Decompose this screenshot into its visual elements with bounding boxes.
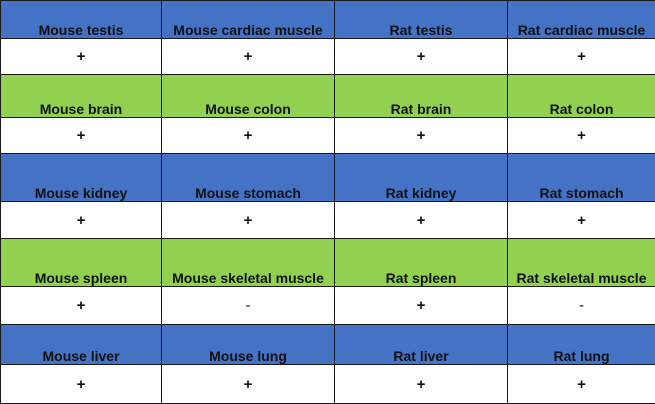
- result-cell: -: [162, 287, 335, 325]
- result-cell: +: [1, 202, 162, 239]
- tissue-name-cell: Mouse spleen: [1, 239, 162, 287]
- tissue-name-cell: Rat spleen: [335, 239, 508, 287]
- result-cell: +: [1, 287, 162, 325]
- result-row: + + + +: [1, 365, 655, 404]
- tissue-name-cell: Mouse stomach: [162, 154, 335, 202]
- tissue-name-cell: Mouse brain: [1, 75, 162, 118]
- result-row: + - + -: [1, 287, 655, 325]
- result-cell: +: [335, 287, 508, 325]
- result-cell: +: [508, 39, 655, 75]
- tissue-name-cell: Mouse liver: [1, 325, 162, 365]
- result-cell: +: [508, 118, 655, 154]
- tissue-name-cell: Mouse testis: [1, 1, 162, 39]
- result-cell: +: [1, 118, 162, 154]
- result-cell: +: [335, 39, 508, 75]
- tissue-name-cell: Mouse skeletal muscle: [162, 239, 335, 287]
- result-cell: +: [335, 202, 508, 239]
- tissue-header-row: Mouse testis Mouse cardiac muscle Rat te…: [1, 1, 655, 39]
- tissue-name-cell: Rat cardiac muscle: [508, 1, 655, 39]
- result-row: + + + +: [1, 118, 655, 154]
- result-cell: +: [1, 39, 162, 75]
- tissue-name-cell: Rat stomach: [508, 154, 655, 202]
- tissue-name-cell: Rat skeletal muscle: [508, 239, 655, 287]
- result-cell: +: [1, 365, 162, 404]
- tissue-name-cell: Rat lung: [508, 325, 655, 365]
- tissue-header-row: Mouse liver Mouse lung Rat liver Rat lun…: [1, 325, 655, 365]
- result-cell: -: [508, 287, 655, 325]
- result-cell: +: [335, 118, 508, 154]
- result-cell: +: [335, 365, 508, 404]
- tissue-name-cell: Rat brain: [335, 75, 508, 118]
- tissue-name-cell: Mouse lung: [162, 325, 335, 365]
- tissue-name-cell: Mouse colon: [162, 75, 335, 118]
- result-cell: +: [508, 365, 655, 404]
- tissue-header-row: Mouse spleen Mouse skeletal muscle Rat s…: [1, 239, 655, 287]
- result-row: + + + +: [1, 202, 655, 239]
- tissue-name-cell: Rat testis: [335, 1, 508, 39]
- tissue-name-cell: Rat liver: [335, 325, 508, 365]
- tissue-name-cell: Mouse kidney: [1, 154, 162, 202]
- result-cell: +: [162, 202, 335, 239]
- result-cell: +: [162, 365, 335, 404]
- tissue-name-cell: Rat colon: [508, 75, 655, 118]
- result-row: + + + +: [1, 39, 655, 75]
- tissue-name-cell: Rat kidney: [335, 154, 508, 202]
- tissue-header-row: Mouse kidney Mouse stomach Rat kidney Ra…: [1, 154, 655, 202]
- result-cell: +: [508, 202, 655, 239]
- result-cell: +: [162, 118, 335, 154]
- tissue-name-cell: Mouse cardiac muscle: [162, 1, 335, 39]
- result-cell: +: [162, 39, 335, 75]
- tissue-header-row: Mouse brain Mouse colon Rat brain Rat co…: [1, 75, 655, 118]
